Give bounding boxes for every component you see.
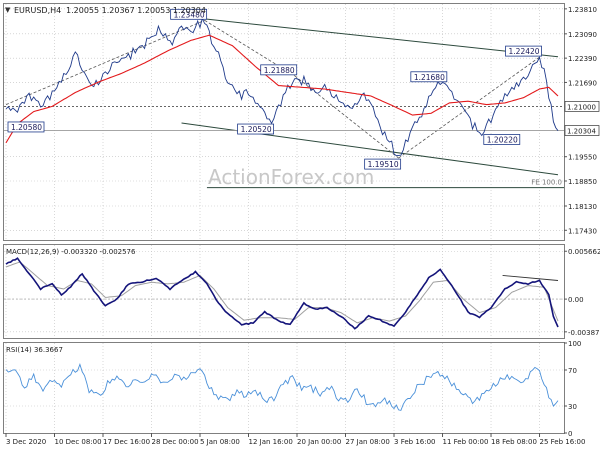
swing-level-box [364,158,402,170]
level-price-text: 1.20304 [567,128,596,136]
x-tick-label: 10 Dec 08:00 [55,438,102,446]
channel-trendline [204,18,559,58]
swing-level-text: 1.23480 [174,10,205,19]
rsi-line [5,362,559,411]
swing-level-text: 1.19510 [368,160,399,169]
rsi-y-tick-label: 70 [568,367,577,375]
price-y-tick-label: 1.18130 [568,203,597,211]
swing-level-text: 1.21880 [264,66,295,75]
swing-level-text: 1.20220 [487,135,518,144]
macd-y-tick-label: 0.005662 [568,248,600,256]
x-tick-label: 11 Feb 00:00 [443,438,489,446]
price-y-tick-label: 1.23090 [568,31,597,39]
x-tick-label: 5 Jan 08:00 [200,438,240,446]
x-tick-label: 12 Jan 16:00 [249,438,293,446]
price-panel-frame [3,3,565,241]
price-y-tick-label: 1.17430 [568,227,597,235]
x-tick-label: 3 Feb 16:00 [394,438,435,446]
watermark-layer: ActionForex.com [208,165,374,189]
macd-trendline [502,274,559,281]
price-y-tick-label: 1.23810 [568,6,597,14]
labels-layer: 1.21000 1.20304 FE 100.0 1.23480 1.20580 1.21… [6,8,600,354]
price-y-tick-label: 1.19550 [568,154,597,162]
ohlc-label: 1.20055 1.20367 1.20053 1.20304 [66,6,206,15]
symbol-label: EURUSD,H4 [14,6,61,15]
x-tick-label: 27 Jan 08:00 [346,438,390,446]
watermark: ActionForex.com [208,165,374,189]
level-price-box [564,125,600,136]
x-tick-label: 28 Dec 00:00 [152,438,199,446]
swing-level-box [237,123,275,135]
x-tick-label: 17 Dec 16:00 [103,438,150,446]
x-tick-label: 3 Dec 2020 [6,438,46,446]
x-tick-label: 20 Jan 00:00 [297,438,341,446]
fe-level-label: FE 100.0 [531,179,562,187]
level-price-text: 1.21000 [567,103,596,111]
price-line [5,17,559,157]
swing-dashed-line [398,56,540,159]
swing-dashed-line [5,19,205,106]
swing-dashed-line [204,19,295,77]
swing-level-box [260,64,298,76]
swing-level-text: 1.22420 [509,47,540,56]
swing-level-text: 1.21680 [414,73,445,82]
macd-panel-label: MACD(12,26,9) -0.003320 -0.002576 [6,248,136,256]
level-price-box [564,101,600,112]
rsi-panel-frame [3,342,565,434]
rsi-panel-label: RSI(14) 36.3667 [6,346,63,354]
lines-layer [4,17,564,411]
rsi-y-tick-label: 30 [568,403,577,411]
chart-header: ▼ EURUSD,H4 1.20055 1.20367 1.20053 1.20… [5,6,206,15]
swing-level-box [7,121,45,133]
swing-level-text: 1.20520 [241,125,272,134]
macd-panel-frame [3,244,565,339]
rsi-y-tick-label: 0 [568,430,572,438]
swing-level-text: 1.20580 [11,123,42,132]
rsi-y-tick-label: 100 [568,340,581,348]
x-tick-label: 25 Feb 16:00 [540,438,586,446]
swing-level-box [483,134,521,145]
macd-y-tick-label: -0.003872 [568,329,600,337]
price-y-tick-label: 1.21690 [568,79,597,87]
header-triangle-icon: ▼ [5,6,11,14]
macd-line [5,257,559,330]
price-y-tick-label: 1.22390 [568,55,597,63]
swing-level-box [170,8,208,20]
axes-layer: 3 Dec 2020 10 Dec 08:00 17 Dec 16:00 28 Dec… [5,6,600,446]
macd-y-tick-label: 0.00 [568,296,584,304]
moving-average-line [5,34,559,144]
macd-signal-line [5,261,559,324]
price-y-tick-label: 1.18850 [568,178,597,186]
swing-level-box [505,45,542,57]
x-tick-label: 18 Feb 08:00 [491,438,537,446]
swing-level-box [410,71,448,83]
